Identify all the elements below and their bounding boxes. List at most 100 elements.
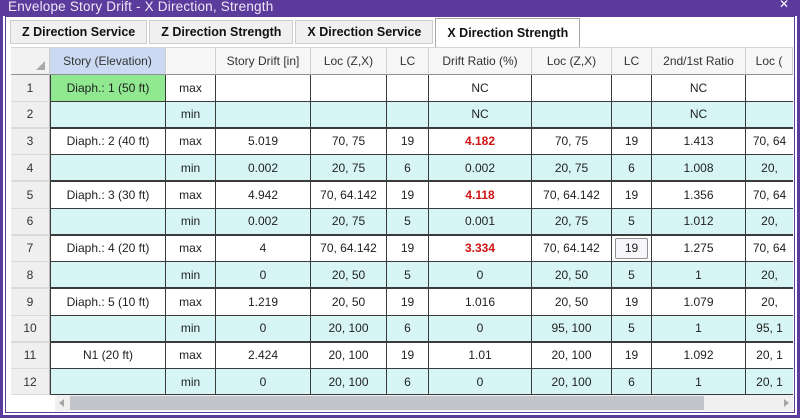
- column-header-drift-ratio[interactable]: Drift Ratio (%): [429, 48, 532, 75]
- story-drift-cell[interactable]: 0: [216, 262, 311, 289]
- 2nd-1st-ratio-cell[interactable]: 1.079: [652, 289, 746, 316]
- drift-ratio-cell[interactable]: 0: [429, 262, 532, 289]
- loc-zx-cell-3[interactable]: [746, 101, 793, 129]
- minmax-cell[interactable]: min: [166, 208, 216, 236]
- column-header-lc-1[interactable]: LC: [387, 48, 429, 75]
- lc-cell-1[interactable]: 19: [387, 235, 429, 263]
- minmax-cell[interactable]: max: [166, 75, 216, 102]
- drift-ratio-cell[interactable]: 1.016: [429, 289, 532, 316]
- lc-cell-1[interactable]: 19: [387, 128, 429, 156]
- loc-zx-cell-2[interactable]: 70, 64.142: [532, 235, 612, 263]
- loc-zx-cell-3[interactable]: 95, 1: [746, 315, 793, 343]
- minmax-cell[interactable]: max: [166, 182, 216, 209]
- drift-ratio-cell[interactable]: 3.334: [429, 235, 532, 263]
- story-cell[interactable]: Diaph.: 5 (10 ft): [50, 289, 166, 316]
- lc-cell-1[interactable]: [387, 75, 429, 102]
- lc-cell-1[interactable]: 5: [387, 262, 429, 289]
- story-drift-cell[interactable]: 0: [216, 369, 311, 396]
- tab-x-direction-service[interactable]: X Direction Service: [295, 20, 434, 44]
- lc-cell-2[interactable]: 19: [612, 289, 652, 316]
- story-cell[interactable]: Diaph.: 3 (30 ft): [50, 182, 166, 209]
- loc-zx-cell-2[interactable]: 20, 75: [532, 208, 612, 236]
- drift-ratio-cell[interactable]: 0: [429, 315, 532, 343]
- column-header-loc-1[interactable]: Loc (Z,X): [311, 48, 387, 75]
- scroll-left-icon[interactable]: [59, 399, 64, 407]
- loc-zx-cell-3[interactable]: 20, 1: [746, 342, 793, 370]
- story-drift-cell[interactable]: 1.219: [216, 289, 311, 316]
- column-header-loc-3[interactable]: Loc (: [746, 48, 793, 75]
- 2nd-1st-ratio-cell[interactable]: 1: [652, 369, 746, 396]
- lc-cell-1[interactable]: [387, 101, 429, 129]
- lc-cell-2[interactable]: 6: [612, 155, 652, 182]
- lc-cell-2[interactable]: 6: [612, 369, 652, 396]
- story-cell[interactable]: [50, 262, 166, 289]
- story-cell[interactable]: [50, 208, 166, 236]
- select-all-corner[interactable]: [11, 48, 50, 75]
- loc-zx-cell-2[interactable]: 20, 100: [532, 369, 612, 396]
- loc-zx-cell-2[interactable]: 70, 64.142: [532, 182, 612, 209]
- 2nd-1st-ratio-cell[interactable]: 1.008: [652, 155, 746, 182]
- scrollbar-track[interactable]: [55, 395, 793, 411]
- column-header-minmax[interactable]: [166, 48, 216, 75]
- loc-zx-cell-3[interactable]: 70, 64: [746, 128, 793, 156]
- drift-ratio-cell[interactable]: 0.002: [429, 155, 532, 182]
- tab-z-direction-strength[interactable]: Z Direction Strength: [149, 20, 294, 44]
- lc-cell-1[interactable]: 19: [387, 342, 429, 370]
- 2nd-1st-ratio-cell[interactable]: 1: [652, 315, 746, 343]
- 2nd-1st-ratio-cell[interactable]: 1.012: [652, 208, 746, 236]
- 2nd-1st-ratio-cell[interactable]: NC: [652, 75, 746, 102]
- minmax-cell[interactable]: min: [166, 315, 216, 343]
- minmax-cell[interactable]: max: [166, 235, 216, 263]
- story-cell[interactable]: N1 (20 ft): [50, 342, 166, 370]
- column-header-2nd-1st-ratio[interactable]: 2nd/1st Ratio: [652, 48, 746, 75]
- lc-cell-2[interactable]: 5: [612, 315, 652, 343]
- drift-ratio-cell[interactable]: 0: [429, 369, 532, 396]
- minmax-cell[interactable]: min: [166, 262, 216, 289]
- drift-ratio-cell[interactable]: NC: [429, 75, 532, 102]
- loc-zx-cell-1[interactable]: 70, 75: [311, 128, 387, 156]
- lc-cell-1[interactable]: 6: [387, 369, 429, 396]
- lc-cell-2[interactable]: [612, 75, 652, 102]
- story-drift-cell[interactable]: 5.019: [216, 128, 311, 156]
- story-drift-cell[interactable]: 0.002: [216, 208, 311, 236]
- minmax-cell[interactable]: max: [166, 128, 216, 156]
- tab-z-direction-service[interactable]: Z Direction Service: [10, 20, 148, 44]
- loc-zx-cell-3[interactable]: 20,: [746, 262, 793, 289]
- loc-zx-cell-3[interactable]: 70, 64: [746, 235, 793, 263]
- 2nd-1st-ratio-cell[interactable]: 1.275: [652, 235, 746, 263]
- story-cell[interactable]: [50, 315, 166, 343]
- drift-ratio-cell[interactable]: NC: [429, 101, 532, 129]
- row-number-cell[interactable]: 6: [11, 208, 50, 236]
- column-header-loc-2[interactable]: Loc (Z,X): [532, 48, 612, 75]
- minmax-cell[interactable]: max: [166, 342, 216, 370]
- row-number-cell[interactable]: 1: [11, 75, 50, 102]
- lc-cell-1[interactable]: 6: [387, 315, 429, 343]
- loc-zx-cell-1[interactable]: 20, 75: [311, 208, 387, 236]
- close-icon[interactable]: ✕: [778, 0, 790, 11]
- tab-x-direction-strength[interactable]: X Direction Strength: [435, 18, 581, 47]
- row-number-cell[interactable]: 5: [11, 182, 50, 209]
- story-drift-cell[interactable]: 4.942: [216, 182, 311, 209]
- story-cell[interactable]: Diaph.: 4 (20 ft): [50, 235, 166, 263]
- drift-ratio-cell[interactable]: 4.118: [429, 182, 532, 209]
- story-drift-cell[interactable]: [216, 75, 311, 102]
- column-header-story[interactable]: Story (Elevation): [50, 48, 166, 75]
- drift-ratio-cell[interactable]: 4.182: [429, 128, 532, 156]
- lc-cell-1[interactable]: 19: [387, 289, 429, 316]
- lc-cell-2[interactable]: 5: [612, 208, 652, 236]
- scrollbar-thumb[interactable]: [70, 396, 704, 410]
- row-number-cell[interactable]: 7: [11, 235, 50, 263]
- row-number-cell[interactable]: 12: [11, 369, 50, 396]
- loc-zx-cell-1[interactable]: 70, 64.142: [311, 235, 387, 263]
- 2nd-1st-ratio-cell[interactable]: 1.092: [652, 342, 746, 370]
- loc-zx-cell-2[interactable]: 20, 100: [532, 342, 612, 370]
- lc-cell-2[interactable]: 19: [612, 182, 652, 209]
- loc-zx-cell-1[interactable]: [311, 101, 387, 129]
- loc-zx-cell-3[interactable]: 70, 64: [746, 182, 793, 209]
- loc-zx-cell-2[interactable]: 20, 75: [532, 155, 612, 182]
- loc-zx-cell-3[interactable]: 20,: [746, 155, 793, 182]
- 2nd-1st-ratio-cell[interactable]: 1.356: [652, 182, 746, 209]
- story-cell[interactable]: [50, 155, 166, 182]
- story-cell[interactable]: [50, 369, 166, 396]
- row-number-cell[interactable]: 2: [11, 101, 50, 129]
